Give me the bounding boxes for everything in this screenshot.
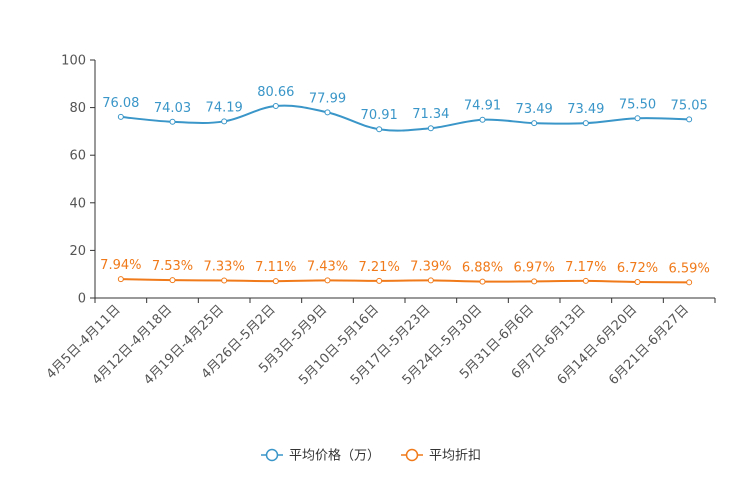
data-label: 80.66 <box>257 85 294 100</box>
data-point <box>634 279 641 286</box>
data-point <box>376 126 383 133</box>
data-label: 6.72% <box>617 261 658 276</box>
data-point <box>324 277 331 284</box>
data-point <box>582 120 589 127</box>
legend-item[interactable]: 平均价格（万） <box>261 448 380 464</box>
data-label: 71.34 <box>412 107 449 122</box>
data-label: 77.99 <box>309 91 346 106</box>
legend[interactable]: 平均价格（万） 平均折扣 <box>261 448 481 464</box>
data-point <box>117 113 124 120</box>
data-label: 7.43% <box>307 259 348 274</box>
data-label: 73.49 <box>567 102 604 117</box>
series-layer: 76.08 74.03 74.19 80.66 77.99 70.91 71.34 74.91… <box>100 85 710 286</box>
legend-label: 平均价格（万） <box>289 448 380 464</box>
data-label: 73.49 <box>516 102 553 117</box>
data-label: 76.08 <box>102 96 139 111</box>
series-line-1 <box>120 278 690 284</box>
data-point <box>324 109 331 116</box>
y-tick-label: 40 <box>69 196 86 211</box>
data-point <box>117 276 124 283</box>
data-label: 6.97% <box>514 260 555 275</box>
y-tick-label: 100 <box>61 54 86 69</box>
y-tick-label: 0 <box>78 292 86 307</box>
data-point <box>686 116 693 123</box>
data-label: 74.91 <box>464 99 501 114</box>
data-point <box>272 103 279 110</box>
data-label: 7.53% <box>152 259 193 274</box>
data-point <box>479 278 486 285</box>
legend-marker-icon <box>405 448 419 462</box>
data-point <box>582 277 589 284</box>
data-label: 74.19 <box>206 100 243 115</box>
data-point <box>221 277 228 284</box>
data-point <box>634 115 641 122</box>
data-point <box>479 116 486 123</box>
y-tick-label: 60 <box>69 149 86 164</box>
data-point <box>221 118 228 125</box>
data-point <box>427 125 434 132</box>
data-point <box>272 278 279 285</box>
data-label: 7.94% <box>100 258 141 273</box>
data-point <box>427 277 434 284</box>
series-line-0 <box>120 104 690 132</box>
y-tick-label: 80 <box>69 101 86 116</box>
data-point <box>686 279 693 286</box>
legend-item[interactable]: 平均折扣 <box>401 449 481 464</box>
data-label: 7.33% <box>204 260 245 275</box>
y-tick-label: 20 <box>69 244 86 259</box>
data-label: 6.59% <box>669 261 710 276</box>
data-label: 7.21% <box>359 260 400 275</box>
data-label: 74.03 <box>154 101 191 116</box>
data-label: 70.91 <box>361 108 398 123</box>
legend-marker-icon <box>265 448 279 462</box>
data-point <box>531 278 538 285</box>
data-label: 6.88% <box>462 261 503 276</box>
data-point <box>169 118 176 125</box>
data-point <box>531 120 538 127</box>
data-point <box>376 277 383 284</box>
data-label: 7.39% <box>410 259 451 274</box>
data-label: 75.05 <box>671 98 708 113</box>
data-label: 7.11% <box>255 260 296 275</box>
data-label: 75.50 <box>619 97 656 112</box>
axes: 0204060801004月5日-4月11日4月12日-4月18日4月19日-4… <box>44 54 716 388</box>
data-point <box>169 277 176 284</box>
data-label: 7.17% <box>565 260 606 275</box>
legend-label: 平均折扣 <box>429 449 481 464</box>
